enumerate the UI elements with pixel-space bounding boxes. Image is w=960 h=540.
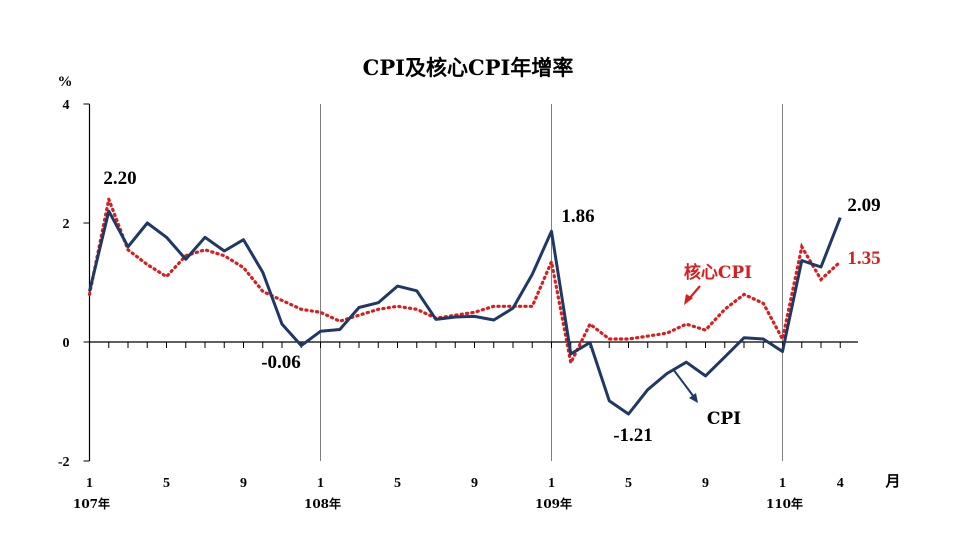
x-tick-label: 1 bbox=[317, 476, 324, 491]
cpi-pointer-arrow-head bbox=[689, 393, 698, 403]
x-tick-label: 9 bbox=[240, 476, 247, 491]
annotation-core-cpi-1-35: 1.35 bbox=[847, 248, 880, 269]
year-label: 107年 bbox=[73, 496, 110, 511]
y-unit-label: % bbox=[58, 74, 73, 90]
cpi-pointer-arrow-line bbox=[672, 368, 695, 398]
chart-title: CPI及核心CPI年增率 bbox=[363, 55, 574, 80]
core-cpi-legend-label: 核心CPI bbox=[684, 262, 752, 283]
core-cpi-pointer-arrow-head bbox=[684, 294, 693, 305]
year-label: 108年 bbox=[304, 496, 341, 511]
annotation-cpi-2-09: 2.09 bbox=[847, 195, 880, 216]
x-tick-label: 5 bbox=[394, 476, 401, 491]
x-tick-label: 4 bbox=[837, 476, 844, 491]
y-tick-label: -2 bbox=[58, 455, 70, 470]
series-lines bbox=[87, 193, 842, 416]
x-tick-label: 1 bbox=[779, 476, 786, 491]
x-tick-label: 9 bbox=[702, 476, 709, 491]
x-tick-label: 5 bbox=[163, 476, 170, 491]
y-tick-label: 2 bbox=[63, 217, 70, 232]
labels: 2.20 -0.06 1.86 -1.21 2.09 1.35 核心CPI CPI bbox=[103, 168, 880, 446]
cpi-legend-label: CPI bbox=[707, 409, 741, 429]
year-label: 109年 bbox=[535, 496, 572, 511]
x-tick-label: 9 bbox=[471, 476, 478, 491]
x-unit-label: 月 bbox=[884, 473, 900, 490]
y-tick-label: 0 bbox=[63, 336, 70, 351]
axes: 4 2 0 -2 1 5 9 1 5 9 1 5 9 1 4 107年 108年 109年 110年 bbox=[58, 98, 858, 511]
y-tick-label: 4 bbox=[63, 98, 70, 113]
x-tick-label: 1 bbox=[86, 476, 93, 491]
x-tick-label: 5 bbox=[625, 476, 632, 491]
x-tick-label: 1 bbox=[548, 476, 555, 491]
core-cpi-series-line bbox=[87, 193, 842, 368]
cpi-series-line bbox=[88, 209, 842, 416]
year-label: 110年 bbox=[766, 496, 803, 511]
annotation-cpi-2-20: 2.20 bbox=[103, 168, 136, 189]
gridlines bbox=[320, 104, 783, 461]
annotation-cpi-1-86: 1.86 bbox=[561, 206, 594, 227]
annotation-cpi-neg-0-06: -0.06 bbox=[261, 352, 301, 373]
annotation-cpi-neg-1-21: -1.21 bbox=[613, 425, 653, 446]
